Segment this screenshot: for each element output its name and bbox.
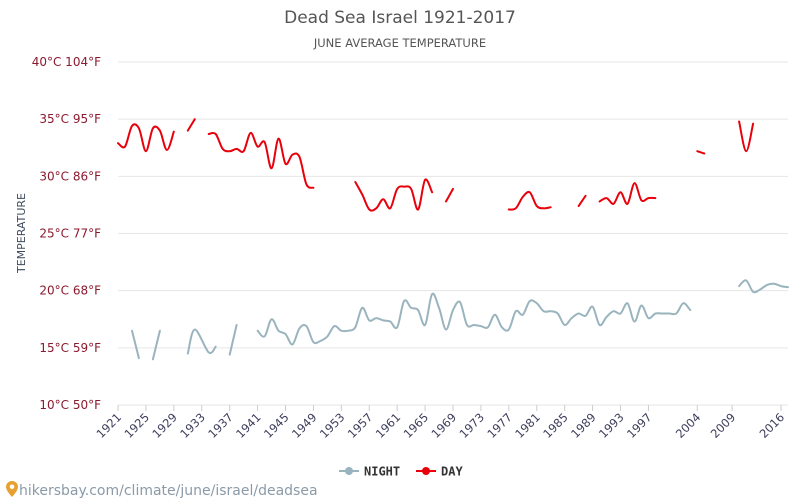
legend-day-label: DAY xyxy=(441,465,463,479)
x-tick-label: 1997 xyxy=(624,410,655,441)
y-tick-label: 20°C 68°F xyxy=(39,284,101,298)
x-tick-label: 1989 xyxy=(568,410,599,441)
x-tick-label: 1973 xyxy=(456,410,487,441)
x-tick-label: 1993 xyxy=(596,410,627,441)
y-tick-label: 25°C 77°F xyxy=(39,227,101,241)
legend-item-night[interactable]: NIGHT xyxy=(339,465,400,479)
series-line-segment[interactable] xyxy=(354,178,434,212)
legend[interactable]: NIGHT DAY xyxy=(339,465,463,479)
x-tick-label: 1969 xyxy=(429,410,460,441)
series-line-segment[interactable] xyxy=(598,182,657,205)
x-tick-label: 1941 xyxy=(233,410,264,441)
series-line-segment[interactable] xyxy=(131,329,140,360)
series-line-segment[interactable] xyxy=(577,194,587,208)
series-line-segment[interactable] xyxy=(256,292,692,346)
series-line-segment[interactable] xyxy=(228,324,238,356)
series-line-segment[interactable] xyxy=(117,123,175,153)
series-line-segment[interactable] xyxy=(738,279,789,294)
y-tick-label: 10°C 50°F xyxy=(39,398,101,412)
source-link[interactable]: hikersbay.com/climate/june/israel/deadse… xyxy=(6,481,318,499)
x-tick-label: 2016 xyxy=(757,410,788,441)
series-day[interactable] xyxy=(117,118,755,212)
legend-item-day[interactable]: DAY xyxy=(416,465,463,479)
y-tick-label: 15°C 59°F xyxy=(39,341,101,355)
series-line-segment[interactable] xyxy=(507,190,552,211)
x-tick-label: 1921 xyxy=(94,410,125,441)
x-tick-label: 1965 xyxy=(401,410,432,441)
series-night[interactable] xyxy=(131,279,789,361)
x-tick-label: 1925 xyxy=(121,410,152,441)
legend-night-label: NIGHT xyxy=(364,465,400,479)
series-line-segment[interactable] xyxy=(186,328,217,355)
grid-lines xyxy=(118,61,788,406)
legend-day-marker xyxy=(422,467,430,475)
source-url[interactable]: hikersbay.com/climate/june/israel/deadse… xyxy=(19,483,318,499)
legend-night-marker xyxy=(345,467,353,475)
chart-title: Dead Sea Israel 1921-2017 xyxy=(284,8,516,28)
x-tick-label: 1953 xyxy=(317,410,348,441)
x-tick-label: 1949 xyxy=(289,410,320,441)
series-lines xyxy=(117,118,789,361)
x-tick-label: 2009 xyxy=(708,410,739,441)
y-axis-title: TEMPERATURE xyxy=(15,193,28,274)
x-tick-label: 1981 xyxy=(512,410,543,441)
x-tick-label: 1961 xyxy=(373,410,404,441)
series-line-segment[interactable] xyxy=(186,118,196,132)
y-axis-ticks: 10°C 50°F 15°C 59°F 20°C 68°F 25°C 77°F 30°C… xyxy=(32,55,101,412)
series-line-segment[interactable] xyxy=(445,187,454,203)
series-line-segment[interactable] xyxy=(696,150,706,155)
series-line-segment[interactable] xyxy=(151,329,161,361)
chart-subtitle: JUNE AVERAGE TEMPERATURE xyxy=(313,36,486,50)
x-axis-ticks: 1921192519291933193719411945194919531957… xyxy=(94,405,788,441)
x-tick-label: 1929 xyxy=(149,410,180,441)
x-tick-label: 1937 xyxy=(205,410,236,441)
y-tick-label: 40°C 104°F xyxy=(32,55,101,69)
location-pin-icon xyxy=(6,481,18,497)
x-tick-label: 1985 xyxy=(540,410,571,441)
x-tick-label: 1933 xyxy=(177,410,208,441)
x-tick-label: 1945 xyxy=(261,410,292,441)
y-tick-label: 35°C 95°F xyxy=(39,112,101,126)
series-line-segment[interactable] xyxy=(207,131,315,189)
series-line-segment[interactable] xyxy=(738,120,755,153)
x-tick-label: 1957 xyxy=(345,410,376,441)
x-tick-label: 2004 xyxy=(673,410,704,441)
y-tick-label: 30°C 86°F xyxy=(39,169,101,183)
x-tick-label: 1977 xyxy=(484,410,515,441)
